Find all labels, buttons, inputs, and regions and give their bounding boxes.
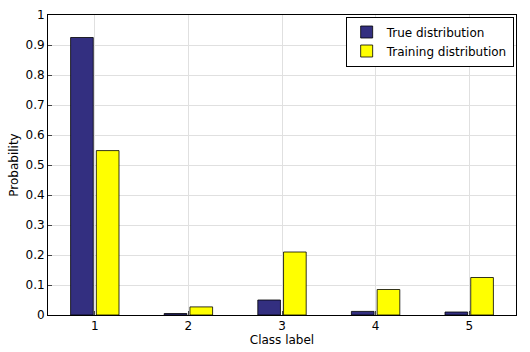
svg-text:4: 4	[372, 319, 380, 333]
svg-text:1: 1	[91, 319, 99, 333]
svg-text:0.6: 0.6	[26, 128, 45, 142]
svg-text:0.3: 0.3	[26, 218, 45, 232]
svg-text:0.9: 0.9	[26, 38, 45, 52]
svg-text:True distribution: True distribution	[386, 26, 485, 40]
svg-text:0.8: 0.8	[26, 68, 45, 82]
svg-text:1: 1	[37, 8, 45, 22]
svg-text:0.2: 0.2	[26, 248, 45, 262]
svg-text:0.1: 0.1	[26, 278, 45, 292]
svg-text:5: 5	[465, 319, 473, 333]
svg-text:Class label: Class label	[250, 333, 314, 347]
svg-text:0: 0	[37, 308, 45, 322]
svg-text:0.4: 0.4	[26, 188, 45, 202]
svg-text:3: 3	[278, 319, 286, 333]
svg-text:Probability: Probability	[7, 133, 21, 196]
svg-text:0.5: 0.5	[26, 158, 45, 172]
svg-text:Training distribution: Training distribution	[386, 45, 507, 59]
svg-text:2: 2	[185, 319, 193, 333]
svg-text:0.7: 0.7	[26, 98, 45, 112]
